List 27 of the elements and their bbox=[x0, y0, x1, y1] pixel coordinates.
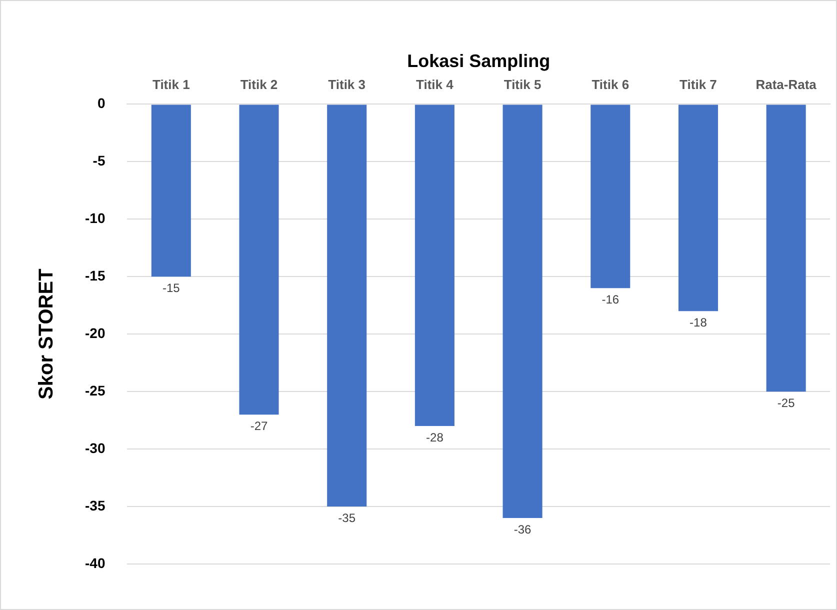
data-label: -36 bbox=[514, 522, 532, 536]
y-tick-label: -20 bbox=[85, 324, 106, 341]
y-tick-label: -5 bbox=[92, 152, 106, 169]
x-tick-label: Titik 5 bbox=[504, 76, 542, 92]
y-tick-label: 0 bbox=[97, 95, 106, 112]
y-tick-label: -10 bbox=[85, 210, 106, 226]
data-label: -25 bbox=[777, 396, 796, 410]
x-tick-label: Titik 6 bbox=[592, 76, 630, 92]
y-axis-title: Skor STORET bbox=[36, 268, 58, 400]
x-tick-label: Titik 1 bbox=[152, 76, 190, 92]
data-label: -27 bbox=[250, 418, 268, 433]
data-label: -18 bbox=[690, 315, 708, 330]
data-label: -16 bbox=[602, 292, 620, 306]
y-tick-label: -35 bbox=[85, 497, 106, 514]
x-tick-label: Titik 3 bbox=[328, 76, 366, 92]
x-tick-label: Titik 4 bbox=[416, 76, 454, 92]
data-label: -35 bbox=[338, 510, 356, 525]
y-tick-label: -30 bbox=[85, 440, 106, 456]
y-tick-label: -15 bbox=[85, 267, 106, 284]
data-label: -28 bbox=[426, 430, 444, 444]
x-axis-title: Lokasi Sampling bbox=[407, 50, 550, 71]
data-label: -15 bbox=[162, 280, 180, 295]
x-tick-label: Rata-Rata bbox=[756, 76, 818, 92]
y-tick-label: -25 bbox=[85, 382, 106, 398]
x-tick-label: Titik 7 bbox=[680, 76, 717, 92]
x-tick-label: Titik 2 bbox=[240, 76, 278, 92]
y-tick-label: -40 bbox=[85, 554, 106, 571]
